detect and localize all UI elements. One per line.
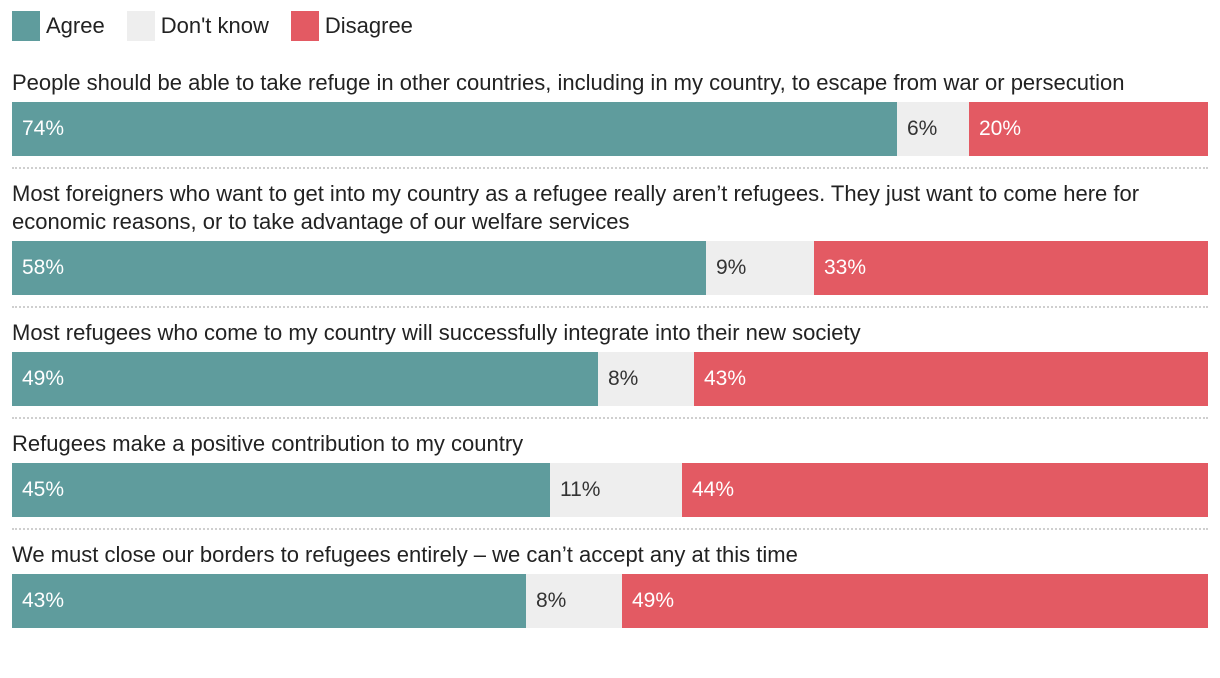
bar-segment-agree: 45% (12, 463, 550, 517)
chart-legend: Agree Don't know Disagree (12, 11, 435, 41)
value-label-dont-know: 8% (536, 589, 567, 612)
value-label-disagree: 33% (824, 256, 867, 279)
chart-row: We must close our borders to refugees en… (12, 540, 1208, 639)
question-label: People should be able to take refuge in … (12, 70, 1125, 95)
bar-segment-dont-know: 11% (550, 463, 682, 517)
value-label-disagree: 20% (979, 117, 1022, 140)
bar-segment-disagree: 33% (814, 241, 1208, 295)
legend-label-disagree: Disagree (324, 13, 413, 38)
stacked-bar: 74% 6% 20% (12, 102, 1208, 156)
legend-item-agree: Agree (12, 11, 105, 41)
bar-segment-disagree: 43% (694, 352, 1208, 406)
legend-swatch-agree (12, 11, 40, 41)
stacked-bar: 45% 11% 44% (12, 463, 1208, 517)
legend-label-agree: Agree (46, 13, 105, 38)
bar-segment-disagree: 44% (682, 463, 1208, 517)
stacked-bar: 49% 8% 43% (12, 352, 1208, 406)
bar-segment-agree: 49% (12, 352, 598, 406)
value-label-disagree: 44% (692, 478, 735, 501)
legend-item-disagree: Disagree (290, 11, 413, 41)
chart-rows: People should be able to take refuge in … (12, 68, 1208, 649)
bar-segment-dont-know: 6% (897, 102, 969, 156)
question-label: Most foreigners who want to get into my … (12, 181, 1140, 234)
question-label: Refugees make a positive contribution to… (12, 431, 524, 456)
bar-segment-agree: 74% (12, 102, 897, 156)
chart-row: Most refugees who come to my country wil… (12, 318, 1208, 419)
legend-swatch-disagree (290, 11, 319, 41)
value-label-dont-know: 6% (907, 117, 938, 140)
bar-segment-dont-know: 8% (526, 574, 622, 628)
legend-item-dont-know: Don't know (126, 11, 269, 41)
legend-swatch-dont-know (126, 11, 155, 41)
value-label-dont-know: 9% (716, 256, 747, 279)
value-label-agree: 49% (22, 367, 65, 390)
value-label-disagree: 49% (632, 589, 675, 612)
value-label-dont-know: 8% (608, 367, 639, 390)
chart-row: Refugees make a positive contribution to… (12, 429, 1208, 530)
bar-segment-agree: 43% (12, 574, 526, 628)
value-label-dont-know: 11% (560, 478, 601, 501)
value-label-agree: 45% (22, 478, 65, 501)
bar-segment-disagree: 20% (969, 102, 1208, 156)
legend-label-dont-know: Don't know (160, 13, 269, 38)
value-label-agree: 58% (22, 256, 65, 279)
value-label-agree: 74% (22, 117, 65, 140)
chart-row: People should be able to take refuge in … (12, 68, 1208, 169)
value-label-agree: 43% (22, 589, 65, 612)
chart-row: Most foreigners who want to get into my … (12, 179, 1208, 308)
value-label-disagree: 43% (704, 367, 747, 390)
bar-segment-dont-know: 9% (706, 241, 814, 295)
question-label: We must close our borders to refugees en… (12, 542, 798, 567)
bar-segment-agree: 58% (12, 241, 706, 295)
bar-segment-dont-know: 8% (598, 352, 694, 406)
bar-segment-disagree: 49% (622, 574, 1208, 628)
stacked-bar: 58% 9% 33% (12, 241, 1208, 295)
question-label: Most refugees who come to my country wil… (12, 320, 861, 345)
stacked-bar: 43% 8% 49% (12, 574, 1208, 628)
